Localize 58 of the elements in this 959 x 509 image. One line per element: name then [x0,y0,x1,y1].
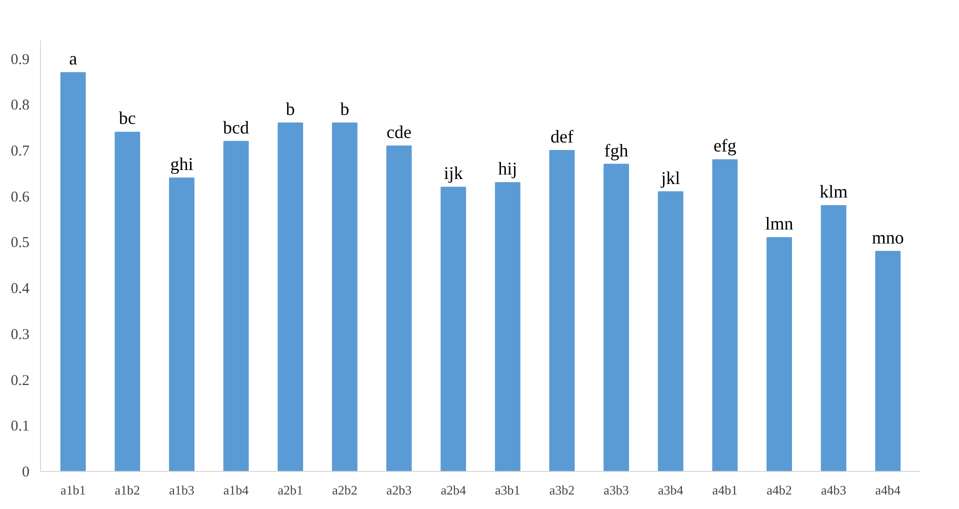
y-tick-label: 0.2 [10,372,30,389]
y-tick-label: 0.8 [10,98,30,114]
annotation: hij [498,158,518,179]
annotation: bcd [223,117,250,138]
y-tick-label: 0.6 [10,189,30,206]
annotation: ijk [444,163,463,184]
x-tick-label: a2b1 [278,482,304,498]
x-tick-label: a2b4 [440,482,466,498]
annotation: jkl [660,168,680,188]
x-tick-label: a1b1 [60,482,86,498]
x-tick-label: a4b3 [820,482,846,498]
x-tick-label: a4b4 [875,482,902,498]
x-tick-label: a3b4 [658,482,684,498]
x-tick-label: a4b2 [766,482,792,498]
annotation: klm [820,182,848,202]
bar [332,122,358,472]
x-tick-label: a1b3 [169,482,194,498]
x-tick-label: a2b3 [386,482,412,498]
x-tick-label: a4b1 [712,482,738,498]
annotation: def [550,126,574,147]
bar [604,164,630,472]
annotation: b [340,99,350,120]
bar [278,122,304,472]
bar [549,150,575,472]
y-tick-label: 0 [22,464,30,480]
y-tick-label: 0.1 [10,418,30,435]
x-tick-label: a3b3 [604,482,629,498]
bar [60,72,86,472]
bar [440,186,466,472]
bar [114,132,140,472]
y-tick-label: 0.7 [10,144,30,160]
bar [875,250,901,472]
bar [494,182,520,472]
x-tick-label: a3b1 [495,482,520,498]
bar [223,140,249,472]
annotation: mno [872,227,904,248]
bar [169,178,194,472]
bar [658,191,684,472]
annotation: lmn [765,214,794,234]
x-tick-label: a3b2 [549,482,575,498]
annotation: ghi [170,154,194,174]
annotation: efg [713,136,736,156]
annotation: b [286,99,295,120]
bar [386,145,412,472]
annotation: cde [386,122,412,142]
y-tick-label: 0.3 [10,326,30,343]
annotation: bc [118,108,136,128]
bar [820,205,846,472]
y-tick-label: 0.4 [10,281,30,298]
x-tick-label: a1b4 [223,482,250,498]
annotation: fgh [604,140,628,160]
x-tick-label: a2b2 [332,482,358,498]
bar [766,237,792,472]
x-tick-label: a1b2 [114,482,140,498]
bar [712,159,738,472]
annotation: a [69,48,78,69]
y-tick-label: 0.9 [10,52,30,68]
y-tick-label: 0.5 [10,235,30,252]
